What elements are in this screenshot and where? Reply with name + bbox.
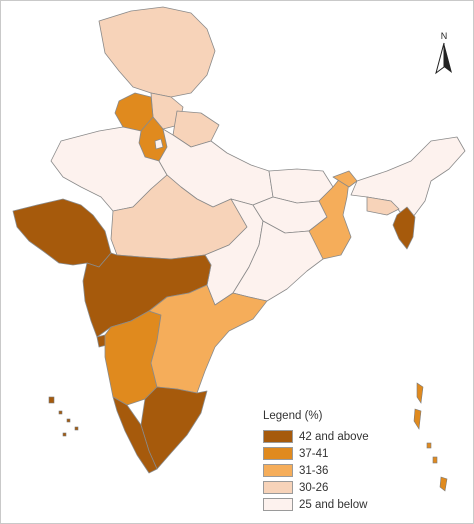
- region-delhi: [154, 138, 164, 150]
- legend: Legend (%) 42 and above 37-41 31-36 30-26 25…: [263, 410, 463, 513]
- region-andaman-nicobar: [413, 382, 448, 492]
- north-arrow-icon: [435, 42, 452, 75]
- legend-label: 42 and above: [299, 430, 369, 443]
- legend-item: 30-26: [263, 479, 463, 496]
- legend-swatch: [263, 498, 293, 511]
- legend-item: 25 and below: [263, 496, 463, 513]
- legend-item: 31-36: [263, 462, 463, 479]
- legend-item: 37-41: [263, 445, 463, 462]
- region-meghalaya: [366, 196, 400, 216]
- north-arrow: N: [429, 31, 459, 77]
- region-tripura: [392, 206, 416, 250]
- region-lakshadweep: [48, 396, 79, 437]
- legend-item: 42 and above: [263, 428, 463, 445]
- legend-label: 30-26: [299, 481, 329, 494]
- region-kerala: [112, 396, 158, 474]
- legend-swatch: [263, 430, 293, 443]
- legend-label: 31-36: [299, 464, 329, 477]
- region-andhra-pradesh: [148, 284, 268, 394]
- region-gujarat: [12, 198, 112, 268]
- legend-title: Legend (%): [263, 410, 323, 422]
- legend-swatch: [263, 447, 293, 460]
- legend-swatch: [263, 481, 293, 494]
- legend-swatch: [263, 464, 293, 477]
- region-odisha: [232, 220, 324, 302]
- legend-label: 37-41: [299, 447, 329, 460]
- north-label: N: [440, 31, 448, 41]
- legend-label: 25 and below: [299, 498, 368, 511]
- region-jammu-kashmir: [98, 6, 216, 98]
